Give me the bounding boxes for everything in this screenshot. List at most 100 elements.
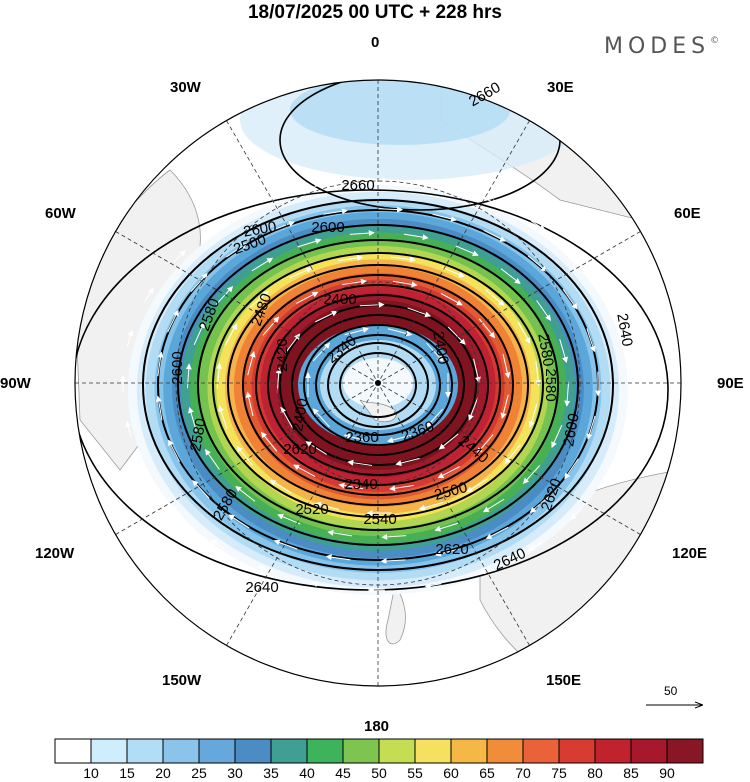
streamline-arrow-121 [482, 197, 499, 205]
streamline-arrow-10 [426, 342, 444, 362]
latitude-circle-1 [276, 281, 480, 485]
colorbar-segment-10 [378, 738, 416, 764]
streamline-arrow-17 [275, 367, 282, 393]
streamline-arrow-23 [473, 358, 481, 384]
streamline-arrow-101 [586, 415, 596, 440]
colorbar [54, 738, 704, 764]
streamline-arrow-95 [432, 213, 457, 222]
lon-label-150w: 150W [162, 672, 202, 689]
streamline-arrow-116 [212, 219, 228, 229]
streamline-arrow-79 [522, 465, 541, 485]
colorbar-tick-20: 20 [155, 765, 171, 781]
streamline-arrow-53 [441, 266, 465, 278]
streamline-arrow-94 [378, 206, 404, 213]
contour-label-26: 2620 [435, 541, 468, 558]
streamline-arrow-20 [359, 301, 385, 308]
contour-label-25: 2640 [613, 312, 636, 348]
streamline-arrow-131 [479, 566, 496, 574]
streamline-arrow-21 [407, 307, 432, 318]
colorbar-segment-14 [522, 738, 560, 764]
colorbar-tick-30: 30 [227, 765, 243, 781]
colorbar-tick-85: 85 [623, 765, 639, 781]
lon-label-120w: 120W [35, 545, 75, 562]
streamline-arrow-70 [297, 238, 322, 248]
streamline-arrow-32 [262, 316, 280, 336]
streamline-arrow-109 [171, 505, 184, 519]
scale-vector-label: 50 [664, 684, 678, 698]
streamline-arrow-8 [344, 327, 369, 336]
streamline-arrow-113 [126, 329, 134, 347]
contour-label-3: 2600 [311, 219, 344, 236]
streamline-arrow-12 [438, 433, 459, 450]
streamline-arrow-30 [245, 391, 254, 416]
colorbar-tick-25: 25 [191, 765, 207, 781]
lon-label-90w: 90W [0, 375, 31, 392]
streamline-arrow-29 [260, 431, 278, 452]
streamline-arrow-83 [273, 539, 298, 550]
streamline-arrow-97 [527, 255, 548, 272]
streamline-arrow-27 [338, 482, 364, 490]
streamline-arrow-98 [562, 288, 578, 310]
streamline-arrow-65 [188, 406, 197, 432]
streamline-arrow-55 [517, 321, 531, 344]
streamline-arrow-64 [205, 449, 220, 470]
streamline-arrow-87 [155, 395, 163, 421]
colorbar-segment-6 [234, 738, 272, 764]
streamline-arrow-34 [342, 278, 367, 286]
colorbar-segment-13 [486, 738, 524, 764]
streamline-arrow-40 [466, 478, 488, 493]
streamline-arrow-76 [559, 338, 568, 364]
streamline-arrow-105 [435, 548, 460, 557]
streamline-arrow-89 [167, 309, 179, 333]
colorbar-segment-17 [630, 738, 668, 764]
streamline-arrow-73 [455, 245, 479, 257]
streamline-arrow-92 [271, 221, 295, 232]
streamline-arrow-99 [586, 328, 596, 353]
pole-marker [375, 380, 381, 386]
streamline-arrow-14 [347, 459, 373, 466]
colorbar-tick-15: 15 [119, 765, 135, 781]
streamline-arrow-31 [247, 351, 256, 376]
contour-label-21: 2540 [363, 511, 396, 528]
streamline-arrow-7 [312, 342, 331, 362]
colorbar-segment-9 [342, 738, 380, 764]
streamline-arrow-26 [389, 484, 414, 492]
streamline-arrow-18 [284, 333, 301, 354]
lon-label-120e: 120E [672, 545, 708, 562]
streamline-arrow-19 [315, 310, 338, 323]
colorbar-tick-70: 70 [515, 765, 531, 781]
contour-label-29: 2580 [542, 368, 559, 401]
contour-label-14: 2360 [345, 429, 378, 446]
streamline-arrow-44 [269, 479, 292, 494]
streamline-arrow-15 [305, 441, 327, 455]
streamline-arrow-51 [338, 255, 364, 262]
lon-label-150e: 150E [546, 672, 582, 689]
streamline-arrow-45 [236, 446, 253, 466]
streamline-arrow-58 [504, 444, 521, 465]
streamline-arrow-63 [235, 485, 256, 502]
streamline-arrow-4 [343, 433, 369, 442]
streamline-arrow-103 [529, 496, 549, 513]
colorbar-tick-65: 65 [479, 765, 495, 781]
streamline-arrow-117 [260, 196, 277, 204]
streamline-arrow-35 [392, 280, 418, 288]
streamline-arrow-74 [500, 268, 521, 285]
streamline-arrow-59 [434, 522, 459, 532]
streamline-arrow-102 [564, 458, 579, 480]
streamline-arrow-50 [289, 267, 313, 279]
streamline-arrow-115 [173, 250, 186, 263]
streamline-arrow-13 [395, 457, 420, 466]
colorbar-tick-90: 90 [659, 765, 675, 781]
streamline-arrow-90 [190, 272, 208, 292]
colorbar-tick-60: 60 [443, 765, 459, 781]
streamline-arrow-91 [226, 243, 248, 258]
streamline-arrow-24 [476, 434, 494, 454]
streamline-arrow-111 [125, 420, 132, 438]
colorbar-segment-3 [126, 738, 164, 764]
streamline-arrow-47 [216, 362, 223, 388]
colorbar-tick-10: 10 [83, 765, 99, 781]
streamline-arrow-37 [478, 318, 496, 339]
streamline-arrow-36 [440, 292, 463, 306]
streamline-arrow-93 [323, 208, 348, 215]
streamline-arrow-84 [228, 514, 250, 529]
